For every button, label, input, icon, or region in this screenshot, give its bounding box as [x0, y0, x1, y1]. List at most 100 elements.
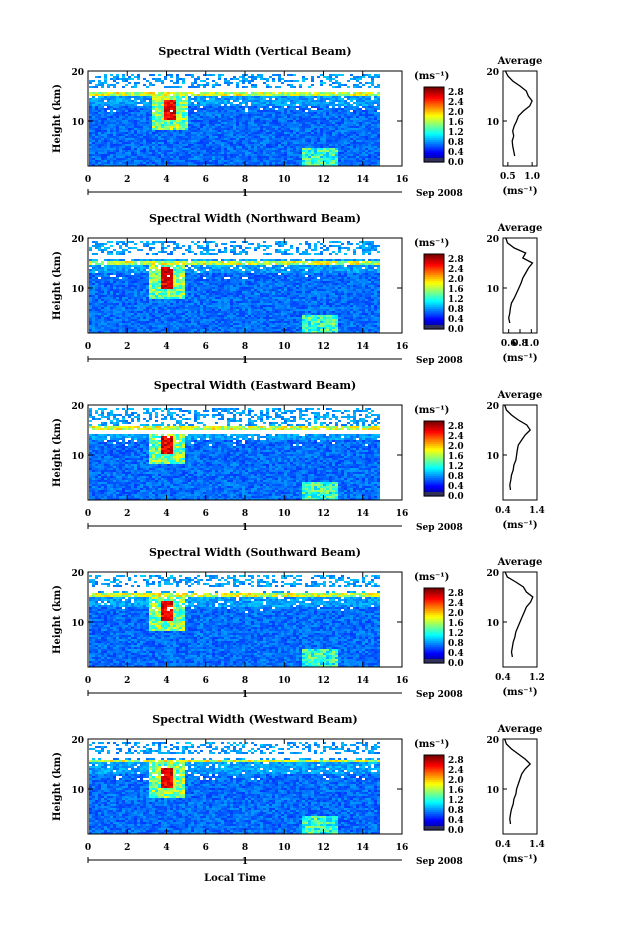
heatmap-cell — [320, 273, 323, 275]
heatmap-cell — [293, 110, 296, 112]
heatmap-cell — [335, 150, 338, 152]
heatmap-cell — [209, 265, 212, 267]
heatmap-cell — [215, 116, 218, 118]
heatmap-cell — [194, 80, 197, 82]
heatmap-cell — [92, 146, 95, 148]
heatmap-cell — [275, 263, 278, 265]
heatmap-cell — [89, 116, 92, 118]
heatmap-cell — [308, 273, 311, 275]
heatmap-cell — [284, 148, 287, 150]
heatmap-cell — [263, 245, 266, 247]
heatmap-cell — [176, 102, 179, 104]
heatmap-cell — [200, 259, 203, 261]
heatmap-cell — [152, 241, 155, 243]
heatmap-cell — [290, 136, 293, 138]
heatmap-cell — [353, 273, 356, 275]
heatmap-cell — [176, 110, 179, 112]
heatmap-cell — [275, 134, 278, 136]
heatmap-cell — [170, 134, 173, 136]
heatmap-cell — [284, 144, 287, 146]
heatmap-cell — [236, 269, 239, 271]
heatmap-cell — [317, 134, 320, 136]
heatmap-cell — [185, 152, 188, 154]
heatmap-cell — [203, 142, 206, 144]
heatmap-cell — [263, 98, 266, 100]
heatmap-cell — [371, 106, 374, 108]
heatmap-cell — [236, 116, 239, 118]
heatmap-cell — [353, 92, 356, 94]
heatmap-cell — [353, 128, 356, 130]
heatmap-cell — [200, 126, 203, 128]
heatmap-cell — [215, 144, 218, 146]
heatmap-cell — [353, 116, 356, 118]
heatmap-cell — [350, 267, 353, 269]
heatmap-cell — [170, 122, 173, 124]
heatmap-cell — [209, 146, 212, 148]
heatmap-cell — [161, 267, 164, 269]
heatmap-cell — [299, 122, 302, 124]
heatmap-cell — [95, 116, 98, 118]
heatmap-cell — [155, 261, 158, 263]
heatmap-cell — [218, 132, 221, 134]
heatmap-cell — [191, 138, 194, 140]
heatmap-cell — [125, 144, 128, 146]
heatmap-cell — [359, 259, 362, 261]
heatmap-cell — [245, 104, 248, 106]
heatmap-cell — [284, 142, 287, 144]
heatmap-cell — [320, 164, 323, 166]
heatmap-cell — [104, 110, 107, 112]
heatmap-cell — [239, 160, 242, 162]
heatmap-cell — [155, 94, 158, 96]
heatmap-cell — [89, 148, 92, 150]
heatmap-cell — [167, 267, 170, 269]
heatmap-cell — [257, 92, 260, 94]
heatmap-cell — [275, 86, 278, 88]
heatmap-cell — [116, 74, 119, 76]
heatmap-cell — [164, 136, 167, 138]
heatmap-cell — [305, 251, 308, 253]
heatmap-cell — [164, 94, 167, 96]
heatmap-cell — [107, 140, 110, 142]
heatmap-cell — [212, 130, 215, 132]
heatmap-cell — [206, 261, 209, 263]
heatmap-cell — [278, 124, 281, 126]
heatmap-cell — [311, 134, 314, 136]
heatmap-cell — [299, 94, 302, 96]
heatmap-cell — [251, 132, 254, 134]
heatmap-cell — [152, 158, 155, 160]
heatmap-cell — [317, 110, 320, 112]
heatmap-cell — [356, 112, 359, 114]
heatmap-cell — [218, 124, 221, 126]
heatmap-cell — [362, 114, 365, 116]
heatmap-cell — [188, 112, 191, 114]
heatmap-cell — [197, 146, 200, 148]
heatmap-cell — [131, 275, 134, 277]
heatmap-cell — [269, 86, 272, 88]
heatmap-cell — [218, 275, 221, 277]
heatmap-cell — [284, 249, 287, 251]
heatmap-cell — [206, 124, 209, 126]
heatmap-cell — [152, 84, 155, 86]
heatmap-cell — [299, 98, 302, 100]
heatmap-cell — [278, 86, 281, 88]
heatmap-cell — [239, 118, 242, 120]
heatmap-cell — [206, 273, 209, 275]
heatmap-cell — [332, 74, 335, 76]
heatmap-cell — [206, 251, 209, 253]
heatmap-cell — [92, 261, 95, 263]
heatmap-cell — [356, 80, 359, 82]
heatmap-cell — [347, 134, 350, 136]
heatmap-cell — [170, 86, 173, 88]
heatmap-cell — [227, 128, 230, 130]
heatmap-cell — [341, 263, 344, 265]
heatmap-cell — [338, 100, 341, 102]
heatmap-cell — [173, 241, 176, 243]
heatmap-cell — [149, 160, 152, 162]
heatmap-cell — [119, 116, 122, 118]
heatmap-cell — [344, 158, 347, 160]
heatmap-cell — [278, 100, 281, 102]
heatmap-cell — [377, 84, 380, 86]
heatmap-cell — [293, 134, 296, 136]
heatmap-cell — [251, 122, 254, 124]
heatmap-cell — [191, 106, 194, 108]
